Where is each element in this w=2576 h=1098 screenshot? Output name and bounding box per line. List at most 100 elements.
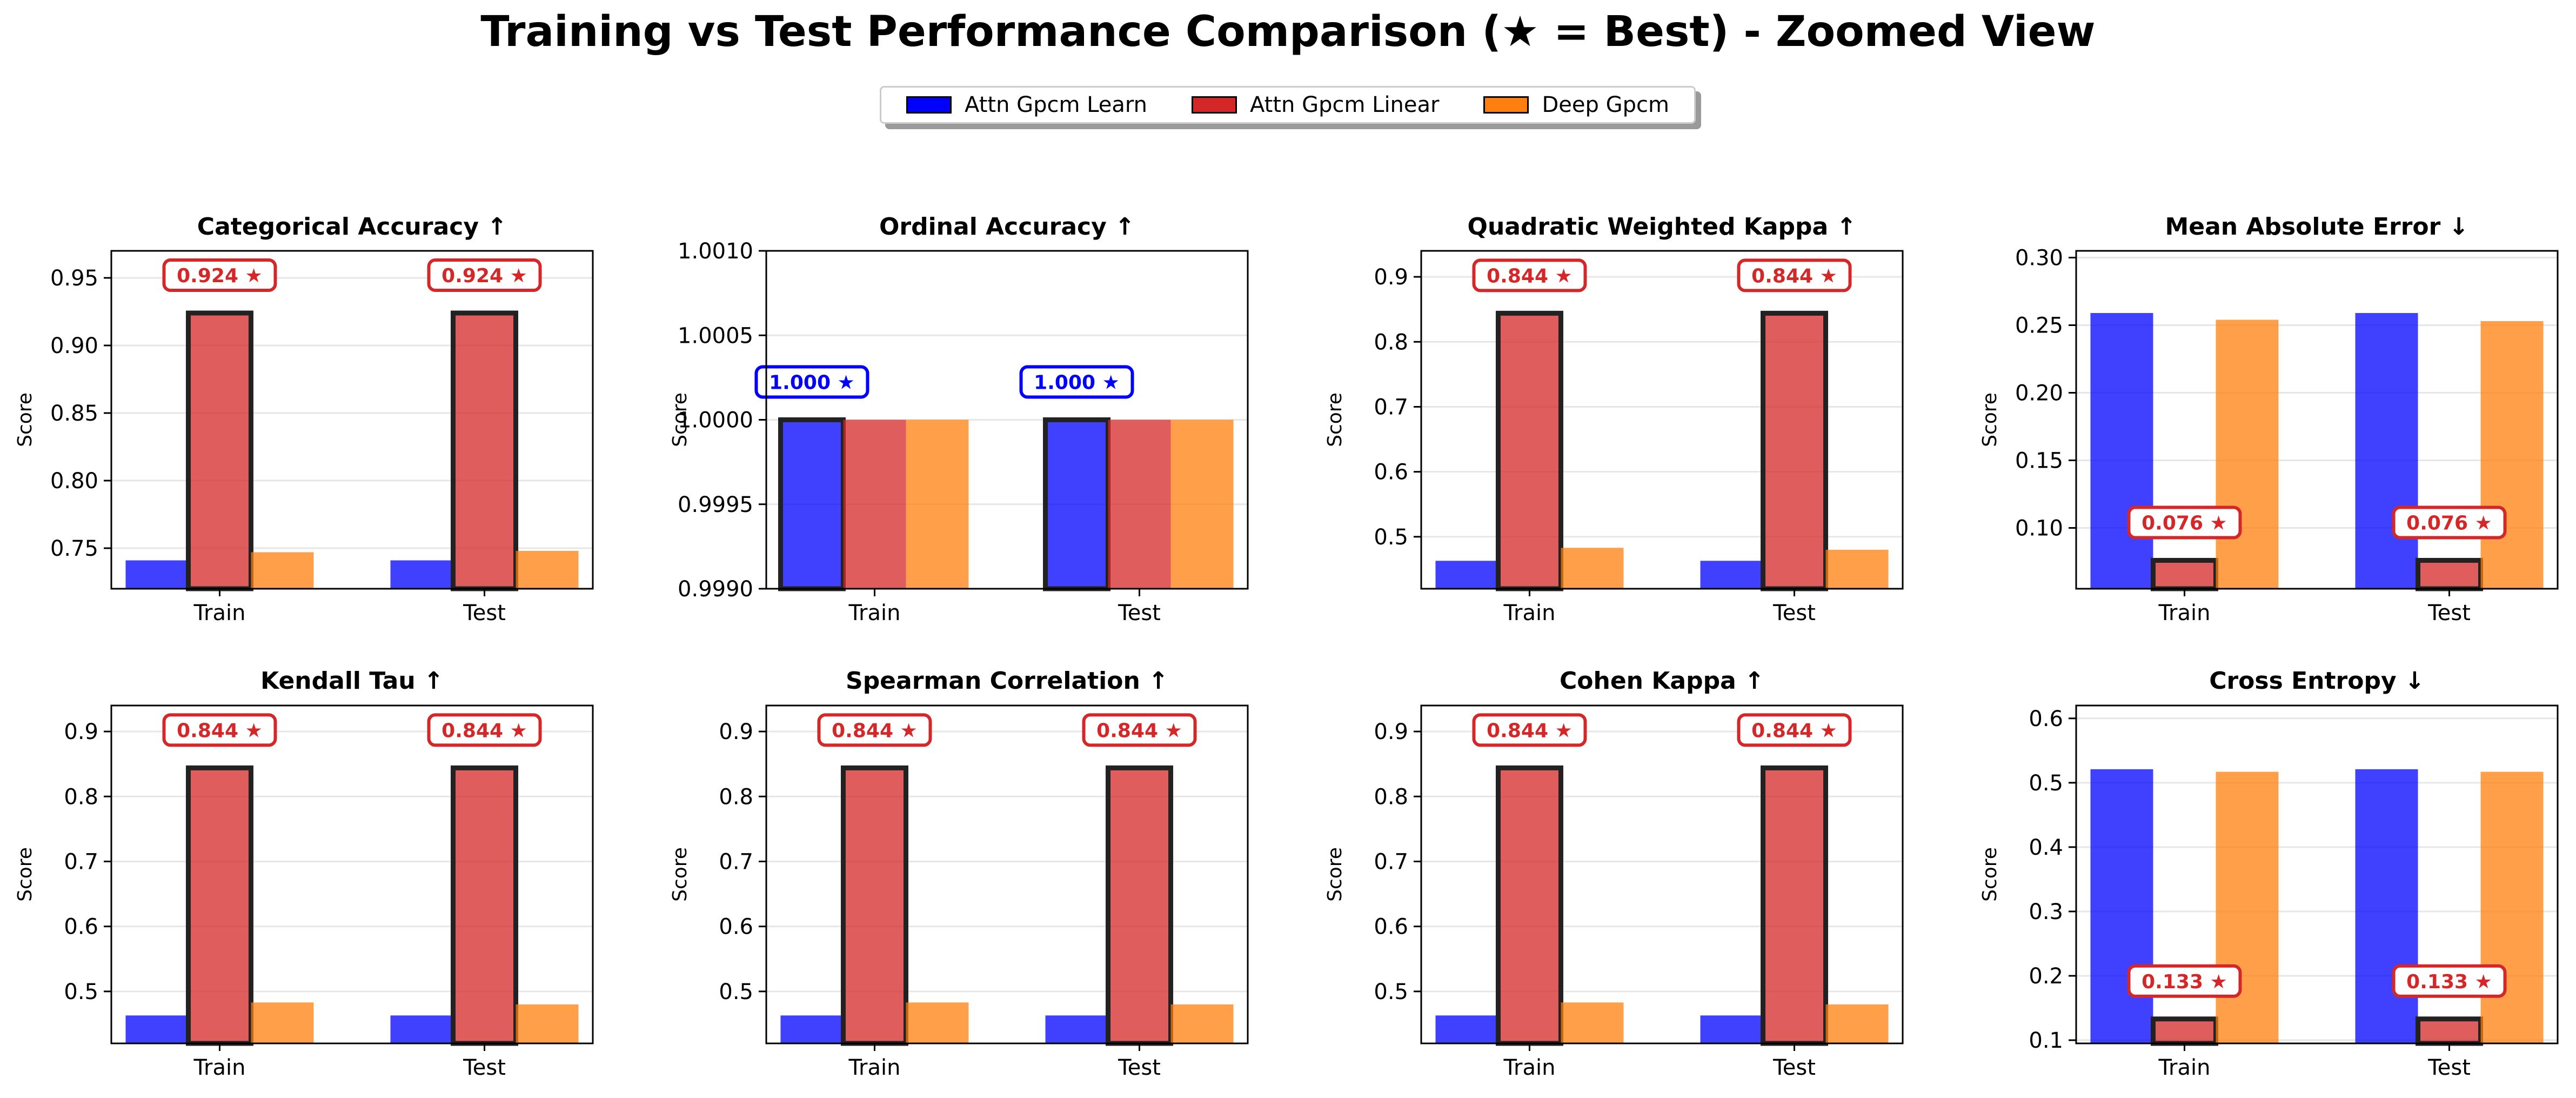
best-label: 0.924 ★ [177,265,263,287]
best-label-box [2127,505,2242,540]
bar [516,1004,579,1043]
best-label-box [162,713,277,747]
bar [2090,313,2153,589]
chart-panel-1: 0.9990 0.9995 1.0000 1.0005 1.0010 1.000 ★ Tra… [669,239,1249,625]
legend-label-attn-gpcm-linear: Attn Gpcm Linear [1250,92,1440,117]
x-tick-label: Train [1503,1055,1555,1080]
y-tick-label: 1.0010 [678,239,753,264]
best-label-box [162,258,277,292]
y-tick-label: 0.5 [2029,771,2063,796]
best-label: 0.844 ★ [1487,265,1573,287]
y-axis-label: Score [1979,392,2001,447]
bar [906,420,969,589]
bar [1761,310,1829,591]
bar [2150,1016,2218,1046]
y-axis-label: Score [1324,392,1346,447]
x-tick-label: Train [2158,1055,2210,1080]
x-tick-label: Train [2158,601,2210,625]
legend-label-attn-gpcm-learn: Attn Gpcm Learn [965,92,1147,117]
bar [251,552,314,589]
bar [2355,769,2418,1043]
panel-title: Kendall Tau ↑ [260,667,444,695]
y-tick-label: 0.1 [2029,1028,2063,1053]
panel-title: Mean Absolute Error ↓ [2165,213,2469,241]
best-label-box [1019,365,1134,399]
best-label: 0.844 ★ [1096,720,1182,742]
bar [1700,561,1763,589]
best-label: 1.000 ★ [1034,372,1120,394]
chart-panel-7: 0.1 0.2 0.3 0.4 0.5 0.6 0.133 ★ Train 0.133 ★ Tes… [1979,704,2559,1080]
y-tick-label: 0.9 [1374,265,1408,290]
best-label: 0.844 ★ [441,720,527,742]
axes-frame [1420,250,1904,590]
x-tick-label: Train [193,1055,245,1080]
best-label-box [1472,713,1587,747]
y-tick-label: 0.15 [2015,449,2063,474]
bar [2150,558,2218,591]
y-tick-label: 0.7 [719,849,753,874]
bar [1561,1002,1624,1043]
bar [185,765,253,1046]
best-label-box [2392,964,2507,998]
y-tick-label: 0.5 [719,980,753,1004]
chart-panel-2: 0.5 0.6 0.7 0.8 0.9 0.844 ★ Train 0.844 ★ Test Sc… [1324,250,1904,625]
bar [780,1015,844,1043]
bar [2480,321,2544,589]
axes-frame [765,250,1249,590]
best-label-box [1472,258,1587,292]
x-tick-label: Test [463,601,506,625]
x-tick-label: Train [193,601,245,625]
x-tick-label: Train [1503,601,1555,625]
bar [1761,765,1829,1046]
bar [125,560,189,589]
y-tick-label: 0.7 [1374,395,1408,420]
y-tick-label: 0.5 [1374,980,1408,1004]
figure-title: Training vs Test Performance Comparison … [480,8,2096,56]
y-tick-label: 0.85 [50,401,98,426]
legend-item-attn-gpcm-learn: Attn Gpcm Learn [906,92,1147,117]
bar [1495,310,1563,591]
legend-swatch-attn-gpcm-linear [1192,96,1237,114]
y-tick-label: 0.8 [1374,784,1408,809]
bar [125,1015,189,1043]
x-tick-label: Test [463,1055,506,1080]
y-tick-label: 0.9995 [678,493,753,517]
bar [1700,1015,1763,1043]
x-tick-label: Test [1772,1055,1816,1080]
best-label: 0.844 ★ [177,720,263,742]
bar [2480,771,2544,1043]
panel-title: Cohen Kappa ↑ [1560,667,1764,695]
y-tick-label: 0.20 [2015,381,2063,406]
chart-panel-6: 0.5 0.6 0.7 0.8 0.9 0.844 ★ Train 0.844 ★ Test Sc… [1324,704,1904,1080]
best-label: 0.844 ★ [1751,265,1837,287]
axes-frame [1420,704,1904,1044]
y-tick-label: 0.95 [50,266,98,291]
bar [451,310,519,591]
y-axis-label: Score [1324,847,1346,902]
y-tick-label: 0.8 [719,784,753,809]
bar [1561,548,1624,589]
y-tick-label: 0.6 [64,915,98,940]
x-tick-label: Train [848,1055,900,1080]
y-axis-label: Score [14,847,36,902]
panel-title: Spearman Correlation ↑ [846,667,1168,695]
y-tick-label: 0.8 [64,784,98,809]
x-tick-label: Test [2427,1055,2471,1080]
x-tick-label: Train [848,601,900,625]
bar [2216,771,2279,1043]
legend-swatch-attn-gpcm-learn [906,96,952,114]
y-axis-label: Score [669,847,691,902]
bar [251,1002,314,1043]
y-tick-label: 0.90 [50,334,98,358]
bar [778,417,846,591]
bar [516,551,579,589]
bar [1435,1015,1498,1043]
axes-frame [765,704,1249,1044]
x-tick-label: Test [1772,601,1816,625]
bar [2216,320,2279,589]
y-tick-label: 1.0000 [678,408,753,433]
y-tick-label: 1.0005 [678,323,753,348]
bar [1108,420,1171,589]
bar [451,765,519,1046]
legend-swatch-deep-gpcm [1483,96,1529,114]
